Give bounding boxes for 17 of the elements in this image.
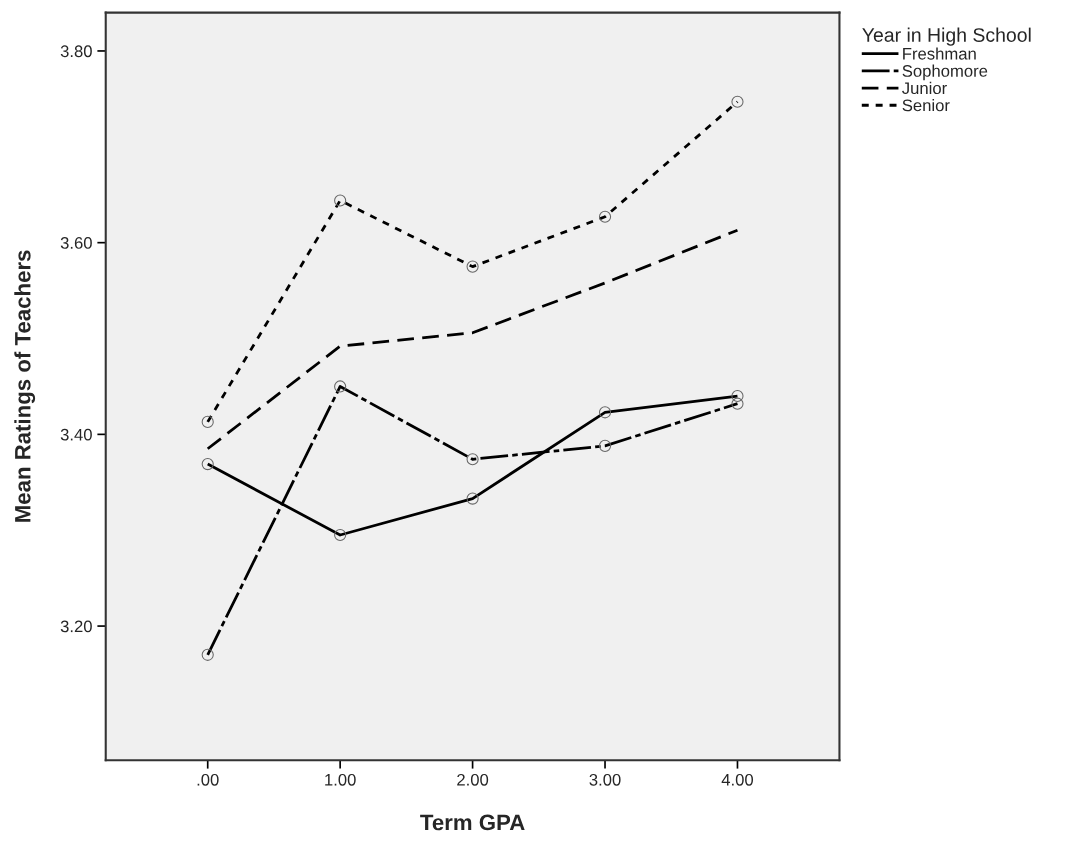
y-tick-label: 3.40 [60,428,92,441]
legend-label: Sophomore [902,64,988,81]
legend-label: Junior [902,81,947,95]
x-axis-title: Term GPA [420,814,525,831]
line-series [206,228,739,451]
legend-label: Freshman [903,47,976,60]
legend-label: Senior [902,99,950,112]
y-axis-title: Mean Ratings of Teachers [14,250,36,522]
x-tick-label: 4.00 [721,773,754,786]
x-tick-label: .00 [197,773,219,786]
x-tick-label: 1.00 [325,773,356,786]
y-tick-label: 3.60 [60,237,92,249]
x-tick-label: 2.00 [457,773,489,786]
y-tick-label: 3.20 [60,620,92,633]
x-tick-label: 3.00 [589,773,621,786]
y-tick-label: 3.80 [60,45,92,58]
legend-title: Year in High School [862,27,1031,46]
